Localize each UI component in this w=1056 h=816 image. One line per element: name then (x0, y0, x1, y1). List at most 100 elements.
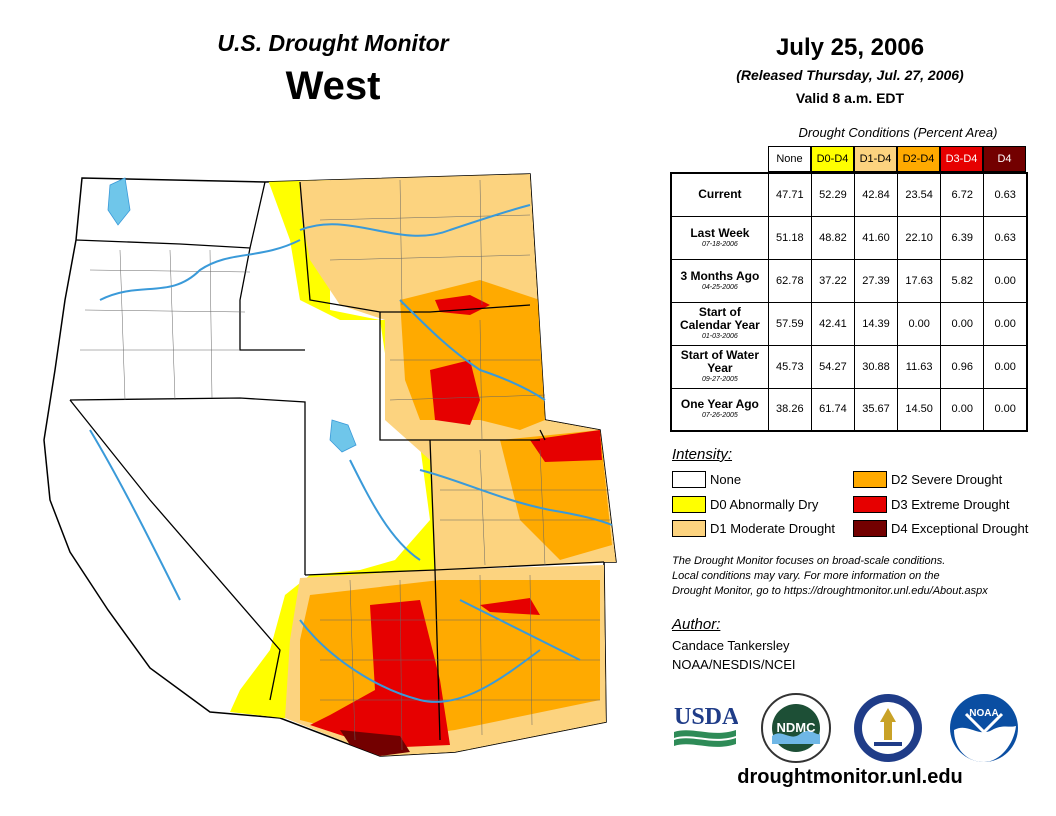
cell-d4: 0.00 (983, 344, 1028, 389)
col-header-d0-d4: D0-D4 (811, 146, 854, 172)
cell-d4: 0.63 (983, 215, 1028, 260)
legend-swatch (672, 496, 706, 513)
row-label-text: One Year Ago (680, 397, 759, 412)
legend-item-d4: D4 Exceptional Drought (853, 520, 1028, 537)
col-header-d1-d4: D1-D4 (854, 146, 897, 172)
col-header-none: None (768, 146, 811, 172)
valid-time: Valid 8 a.m. EDT (795, 90, 905, 106)
region-title: West (285, 64, 381, 108)
legend-swatch (672, 520, 706, 537)
d2-area-plains (500, 430, 612, 560)
cell-d1-d4: 41.60 (853, 215, 899, 260)
legend-label: D0 Abnormally Dry (710, 497, 819, 512)
map-date: July 25, 2006 (775, 34, 925, 61)
legend-item-d3: D3 Extreme Drought (853, 496, 1010, 513)
row-label: Start of Calendar Year 01-03-2006 (670, 301, 769, 346)
col-header-d3-d4: D3-D4 (940, 146, 983, 172)
lakes (107, 177, 357, 453)
legend-item-d1: D1 Moderate Drought (672, 520, 835, 537)
cell-none: 47.71 (767, 172, 812, 217)
cell-none: 62.78 (767, 258, 812, 303)
row-date: 04-25-2006 (701, 283, 738, 291)
cell-d0-d4: 42.41 (810, 301, 855, 346)
cell-d0-d4: 54.27 (810, 344, 855, 389)
state-boundaries (69, 181, 605, 741)
cell-d4: 0.00 (983, 301, 1028, 346)
usda-logo: USDA (674, 704, 738, 747)
legend-swatch (672, 471, 706, 488)
cell-d3-d4: 5.82 (940, 258, 985, 303)
cell-d2-d4: 14.50 (897, 387, 942, 432)
cell-d4: 0.00 (983, 258, 1028, 303)
cell-d0-d4: 52.29 (810, 172, 855, 217)
legend-item-none: None (672, 471, 741, 488)
author-name: Candace Tankersley (672, 638, 790, 653)
note-line: Drought Monitor, go to https://droughtmo… (672, 585, 988, 597)
cell-d2-d4: 0.00 (897, 301, 942, 346)
legend-label: D1 Moderate Drought (710, 521, 836, 536)
col-header-d4: D4 (983, 146, 1026, 172)
cell-d2-d4: 11.63 (897, 344, 942, 389)
cell-d3-d4: 6.72 (940, 172, 985, 217)
cell-d1-d4: 27.39 (853, 258, 899, 303)
rivers (89, 204, 613, 703)
cell-d0-d4: 48.82 (810, 215, 855, 260)
row-label: Current (670, 172, 769, 217)
row-label-text: Last Week (690, 225, 750, 240)
table-row: Start of Calendar Year 01-03-2006 57.59 4… (670, 301, 1028, 346)
cell-d1-d4: 30.88 (853, 344, 899, 389)
legend-label: D3 Extreme Drought (891, 497, 1010, 512)
note-line: The Drought Monitor focuses on broad-sca… (672, 555, 946, 567)
row-date: 07-18-2006 (701, 240, 738, 248)
author-org: NOAA/NESDIS/NCEI (672, 657, 796, 672)
usda-logo-text: USDA (674, 704, 738, 730)
cell-d1-d4: 14.39 (853, 301, 899, 346)
d3-area-nm (480, 598, 540, 615)
cell-none: 38.26 (767, 387, 812, 432)
cell-d4: 0.00 (983, 387, 1028, 432)
cell-d2-d4: 23.54 (897, 172, 942, 217)
commerce-seal-logo (854, 694, 922, 762)
cell-d3-d4: 0.00 (940, 301, 985, 346)
d3-area-montana (435, 295, 490, 315)
release-date: (Released Thursday, Jul. 27, 2006) (736, 67, 964, 83)
drought-conditions-table: Current 47.71 52.29 42.84 23.54 6.72 0.6… (670, 172, 1028, 432)
row-date: 09-27-2005 (701, 376, 738, 383)
product-title: U.S. Drought Monitor (217, 30, 449, 56)
cell-d4: 0.63 (983, 172, 1028, 217)
cell-d3-d4: 0.00 (940, 387, 985, 432)
legend-label: D4 Exceptional Drought (891, 521, 1029, 536)
row-label-text: 3 Months Ago (680, 268, 760, 283)
legend-label: None (710, 472, 742, 487)
row-label: Last Week 07-18-2006 (670, 215, 769, 260)
row-date: 07-26-2005 (701, 412, 738, 420)
cell-none: 57.59 (767, 301, 812, 346)
note-line: Local conditions may vary. For more info… (672, 570, 940, 582)
d3-area-arizona (310, 600, 450, 748)
county-lines (80, 179, 612, 751)
legend-label: D2 Severe Drought (891, 472, 1003, 487)
cell-none: 45.73 (767, 344, 812, 389)
legend-item-d2: D2 Severe Drought (853, 471, 1002, 488)
cell-d2-d4: 17.63 (897, 258, 942, 303)
drought-map (43, 173, 617, 757)
row-label-text: Start of Calendar Year (679, 305, 760, 332)
cell-d0-d4: 61.74 (810, 387, 855, 432)
table-caption: Drought Conditions (Percent Area) (798, 125, 998, 140)
legend-item-d0: D0 Abnormally Dry (672, 496, 818, 513)
table-row: 3 Months Ago 04-25-2006 62.78 37.22 27.39… (670, 258, 1028, 303)
legend-swatch (853, 520, 887, 537)
disclaimer-note: The Drought Monitor focuses on broad-sca… (672, 554, 1048, 599)
cell-d3-d4: 0.96 (940, 344, 985, 389)
d4-area (340, 730, 410, 756)
legend-swatch (853, 471, 887, 488)
cell-d0-d4: 37.22 (810, 258, 855, 303)
row-label-text: Start of Water Year (680, 348, 759, 375)
cell-d1-d4: 35.67 (853, 387, 899, 432)
legend-title: Intensity: (672, 446, 733, 463)
ndmc-logo: NDMC (761, 693, 831, 763)
row-label: 3 Months Ago 04-25-2006 (670, 258, 769, 303)
cell-none: 51.18 (767, 215, 812, 260)
noaa-logo: NOAA (950, 694, 1018, 762)
legend-swatch (853, 496, 887, 513)
